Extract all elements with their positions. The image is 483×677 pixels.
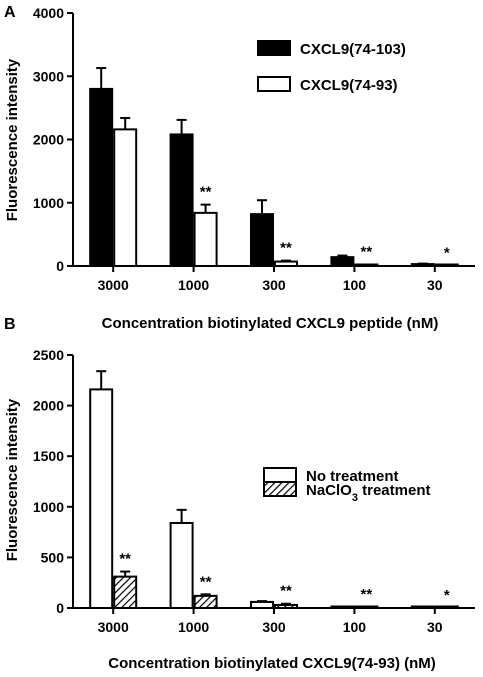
panel-b-bar [89, 388, 114, 609]
panel-b-letter: B [4, 316, 16, 333]
panel-b-ytick-label: 2500 [33, 347, 64, 363]
panel-a-bar [113, 128, 138, 267]
panel-b-ytick-label: 0 [56, 600, 64, 616]
panel-b-ytick-label: 2000 [33, 398, 64, 414]
panel-a-legend-swatch [257, 40, 291, 56]
panel-a-bar [330, 256, 355, 267]
panel-b-significance-label: ** [200, 573, 212, 590]
panel-a-xlabel: Concentration biotinylated CXCL9 peptide… [102, 315, 439, 332]
panel-b-ytick-label: 500 [41, 549, 65, 565]
panel-b-legend-label: No treatment [306, 468, 399, 485]
panel-b-xtick-label: 30 [427, 619, 443, 635]
panel-b-ytick-label: 1000 [33, 499, 64, 515]
panel-a-bar [169, 133, 194, 267]
panel-b-xtick-label: 1000 [178, 619, 209, 635]
panel-b-ylabel: Fluorescence intensity [4, 398, 21, 561]
panel-b-bar [274, 603, 298, 609]
panel-b-bar [113, 575, 138, 609]
panel-a-legend-label: CXCL9(74-93) [300, 77, 398, 94]
panel-b-significance-label: * [444, 587, 450, 604]
panel-a-legend-label: CXCL9(74-103) [300, 41, 406, 58]
panel-a-letter: A [4, 4, 16, 21]
panel-b-xlabel: Concentration biotinylated CXCL9(74-93) … [108, 655, 436, 672]
panel-a-xtick-label: 30 [427, 277, 443, 293]
panel-b-significance-label: ** [280, 583, 292, 600]
panel-a-bar [250, 213, 274, 267]
panel-a-significance-label: * [444, 245, 450, 262]
panel-a-bar [89, 87, 114, 268]
panel-a: A Fluorescence intensity Concentration b… [4, 4, 475, 332]
panel-b-legend-swatch [263, 467, 297, 483]
panel-a-ytick-label: 2000 [33, 132, 64, 148]
panel-a-bar [193, 211, 218, 267]
panel-b-bar [250, 600, 274, 609]
panel-b-legend-swatch [263, 481, 297, 497]
panel-b-bar [193, 594, 218, 610]
panel-a-bar [274, 260, 298, 268]
panel-b-bar [169, 521, 194, 610]
panel-a-xtick-label: 3000 [98, 277, 129, 293]
panel-b-significance-label: ** [119, 551, 131, 568]
panel-b-legend-label: NaClO3 treatment [306, 482, 431, 504]
panel-a-ytick-label: 0 [56, 258, 64, 274]
panel-b-significance-label: ** [361, 586, 373, 603]
panel-a-significance-label: ** [280, 240, 292, 257]
panel-b: B Fluorescence intensity Concentration b… [4, 316, 475, 672]
panel-a-ytick-label: 1000 [33, 195, 64, 211]
panel-a-xtick-label: 300 [262, 277, 286, 293]
panel-b-ytick-label: 1500 [33, 448, 64, 464]
panel-a-ytick-label: 4000 [33, 5, 64, 21]
panel-a-ylabel: Fluorescence intensity [4, 58, 21, 221]
panel-a-xtick-label: 100 [343, 277, 367, 293]
panel-a-xtick-label: 1000 [178, 277, 209, 293]
panel-b-xtick-label: 3000 [98, 619, 129, 635]
panel-b-xtick-label: 300 [262, 619, 286, 635]
panel-a-significance-label: ** [361, 244, 373, 261]
panel-a-significance-label: ** [200, 184, 212, 201]
panel-b-xtick-label: 100 [343, 619, 367, 635]
panel-a-legend-swatch [257, 76, 291, 92]
panel-a-ytick-label: 3000 [33, 68, 64, 84]
